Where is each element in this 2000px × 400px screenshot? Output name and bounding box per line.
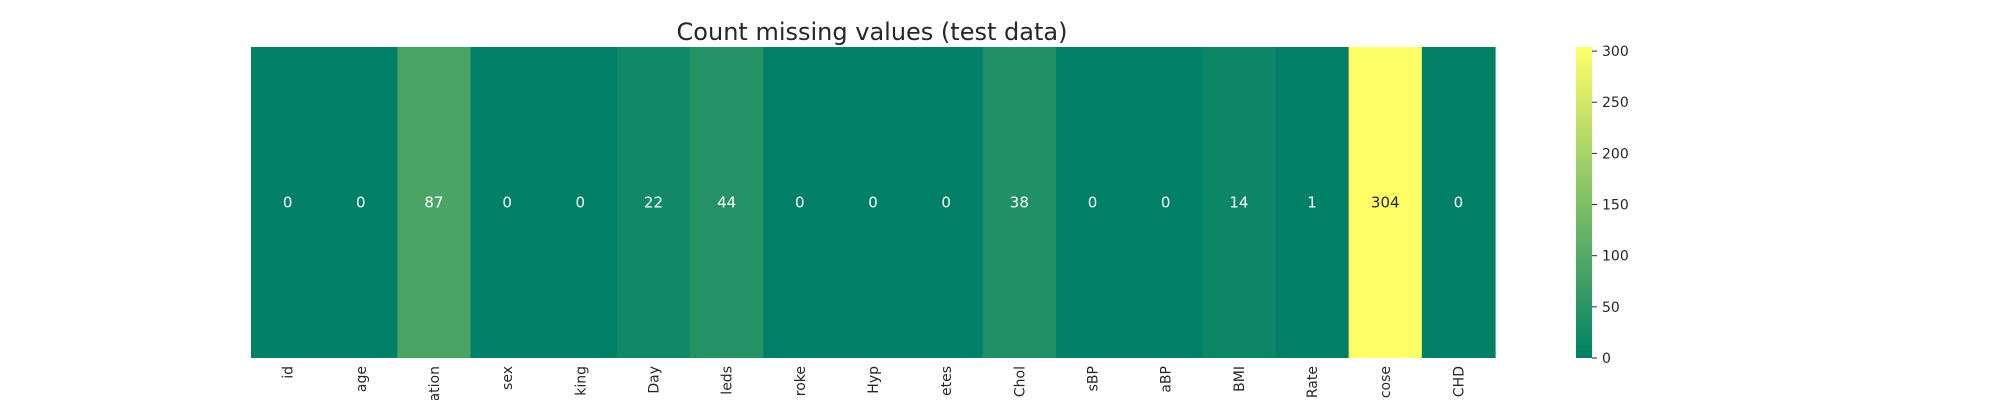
cell-value-label: 87 (424, 194, 443, 212)
x-tick-label: king (573, 366, 589, 396)
heatmap-cell (909, 47, 984, 358)
heatmap-cell (616, 47, 691, 358)
chart-title: Count missing values (test data) (677, 18, 1068, 46)
cell-value-label: 0 (868, 194, 878, 212)
x-tick-label: etes (939, 366, 955, 396)
colorbar-tick-label: 200 (1602, 146, 1629, 162)
cell-value-label: 0 (502, 194, 512, 212)
x-tick-label: CHD (1451, 366, 1467, 397)
colorbar-tick-label: 300 (1602, 44, 1629, 60)
cell-value-label: 0 (1161, 194, 1171, 212)
x-tick-label: leds (720, 366, 736, 395)
heatmap-cell (1421, 47, 1496, 358)
heatmap-cell (251, 47, 325, 358)
x-tick-label: Rate (1305, 366, 1321, 398)
heatmap-cell (470, 47, 545, 358)
x-tick-label: Chol (1012, 366, 1028, 397)
x-tick-label: sex (500, 366, 516, 390)
heatmap-cell (690, 47, 764, 358)
x-tick-label: sBP (1086, 366, 1102, 391)
heatmap-cell (1129, 47, 1203, 358)
x-tick-label: Hyp (866, 366, 882, 394)
heatmap-cell (324, 47, 398, 358)
cell-value-label: 0 (576, 194, 586, 212)
cell-value-label: 0 (795, 194, 805, 212)
colorbar-ticks: 0 50 100 150 200 250 300 (1592, 44, 1629, 367)
cell-value-label: 304 (1371, 194, 1400, 212)
colorbar-tick-label: 0 (1602, 351, 1611, 367)
cell-value-label: 38 (1010, 194, 1029, 212)
heatmap-cell (1055, 47, 1130, 358)
x-tick-label: roke (793, 366, 809, 396)
colorbar-gradient (1576, 47, 1592, 358)
heatmap-cell (1348, 47, 1423, 358)
heatmap-cell (1275, 47, 1350, 358)
heatmap-cells: 0 0 87 0 0 22 44 0 0 0 38 0 0 14 1 304 0 (251, 47, 1496, 358)
x-tick-label: cose (1378, 366, 1394, 398)
colorbar-tick-label: 100 (1602, 249, 1629, 265)
x-axis-tick-labels: id age ation sex king Day leds roke Hyp etes Chol s… (281, 366, 1468, 400)
cell-value-label: 0 (1454, 194, 1464, 212)
x-tick-label: Day (646, 366, 662, 394)
heatmap-cell (397, 47, 472, 358)
x-tick-label: ation (427, 366, 443, 400)
colorbar-tick-label: 50 (1602, 300, 1620, 316)
heatmap-cell (763, 47, 838, 358)
cell-value-label: 0 (941, 194, 951, 212)
cell-value-label: 44 (717, 194, 736, 212)
colorbar: 0 50 100 150 200 250 300 (1576, 44, 1629, 367)
x-tick-label: age (354, 366, 370, 392)
x-tick-label: id (281, 366, 297, 379)
colorbar-tick-label: 150 (1602, 198, 1629, 214)
cell-value-label: 14 (1229, 194, 1248, 212)
heatmap-cell (836, 47, 911, 358)
cell-value-label: 0 (283, 194, 293, 212)
heatmap-cell (1202, 47, 1277, 358)
cell-value-label: 0 (356, 194, 366, 212)
x-tick-label: BMI (1232, 366, 1248, 392)
colorbar-tick-label: 250 (1602, 95, 1629, 111)
cell-value-label: 22 (644, 194, 663, 212)
cell-value-label: 0 (1088, 194, 1098, 212)
x-tick-label: aBP (1159, 366, 1175, 393)
heatmap-cell (982, 47, 1057, 358)
cell-value-label: 1 (1307, 194, 1317, 212)
heatmap-cell (543, 47, 618, 358)
